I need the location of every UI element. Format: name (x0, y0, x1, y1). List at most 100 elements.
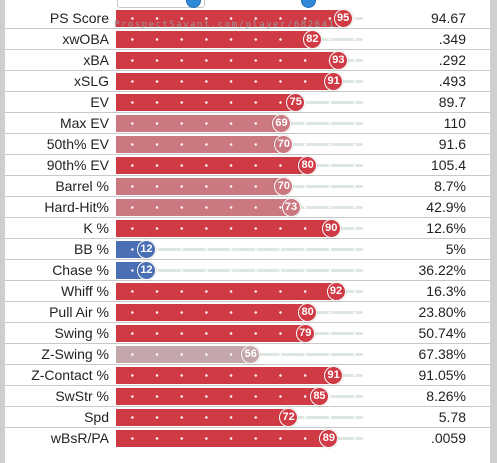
percentile-badge: 93 (328, 51, 348, 70)
bar-dots (116, 17, 344, 20)
bar-dots (116, 164, 308, 167)
metric-label: K % (83, 220, 109, 236)
percentile-track: 79 (116, 324, 363, 343)
percentile-badge: 12 (136, 240, 156, 259)
percentile-track: 69 (116, 114, 363, 133)
percentile-bar (116, 52, 339, 69)
metric-label: Chase % (52, 262, 109, 278)
bar-dots (116, 59, 339, 62)
metric-value: 42.9% (426, 199, 466, 215)
percentile-bar (116, 388, 320, 405)
metric-label: Z-Swing % (41, 346, 109, 362)
metric-label: BB % (73, 241, 109, 257)
right-scrollbar[interactable] (490, 0, 497, 463)
metric-value: 91.05% (418, 367, 466, 383)
metric-value: 91.6 (438, 136, 466, 152)
metric-row: Whiff % 92 16.3% (5, 281, 490, 302)
metric-label: 50th% EV (46, 136, 109, 152)
metric-value: 36.22% (418, 262, 466, 278)
percentile-track: 80 (116, 156, 363, 175)
metric-row: SwStr % 85 8.26% (5, 386, 490, 407)
track-dots (116, 269, 363, 272)
percentile-badge: 70 (274, 135, 294, 154)
percentile-badge: 72 (279, 408, 299, 427)
percentile-track: 70 (116, 177, 363, 196)
percentile-badge: 69 (272, 114, 292, 133)
bar-dots (116, 395, 320, 398)
percentile-track: 12 (116, 261, 363, 280)
percentile-track: 70 (116, 135, 363, 154)
track-dots (116, 248, 363, 251)
metric-label: xwOBA (62, 31, 109, 47)
percentile-badge: 85 (309, 387, 329, 406)
metric-row: xwOBA 82 .349 (5, 29, 490, 50)
percentile-bar (116, 31, 313, 48)
bar-dots (116, 122, 282, 125)
bar-dots (116, 80, 334, 83)
percentile-bar (116, 304, 308, 321)
percentile-bar (116, 115, 282, 132)
metric-label: xBA (83, 52, 109, 68)
metric-row: Swing % 79 50.74% (5, 323, 490, 344)
percentile-bar (116, 94, 296, 111)
metric-label: wBsR/PA (50, 430, 109, 446)
percentile-bar (116, 346, 251, 363)
percentile-badge: 56 (241, 345, 261, 364)
metric-value: 5.78 (438, 409, 466, 425)
metric-label: xSLG (73, 73, 109, 89)
metric-value: 8.7% (434, 178, 466, 194)
percentile-bar (116, 73, 334, 90)
metric-row: PS Score 95 94.67 (5, 8, 490, 29)
percentile-badge: 91 (324, 72, 344, 91)
percentile-bar (116, 157, 308, 174)
metric-label: Swing % (54, 325, 109, 341)
bar-dots (116, 437, 329, 440)
bar-dots (116, 227, 332, 230)
metric-value: 50.74% (418, 325, 466, 341)
bar-dots (116, 269, 147, 272)
percentile-bar (116, 409, 289, 426)
metric-row: xSLG 91 .493 (5, 71, 490, 92)
percentile-track: 90 (116, 219, 363, 238)
metric-row: K % 90 12.6% (5, 218, 490, 239)
bar-dots (116, 143, 284, 146)
percentile-track: 82 (116, 30, 363, 49)
metric-value: .292 (438, 52, 466, 68)
percentile-track: 85 (116, 387, 363, 406)
bar-dots (116, 248, 147, 251)
percentile-badge: 89 (319, 429, 339, 448)
bar-dots (116, 38, 313, 41)
percentile-badge: 12 (136, 261, 156, 280)
percentile-badge: 80 (298, 303, 318, 322)
percentile-badge: 82 (302, 30, 322, 49)
metric-label: Max EV (59, 115, 109, 131)
percentile-track: 92 (116, 282, 363, 301)
percentile-badge: 90 (321, 219, 341, 238)
percentile-track: 72 (116, 408, 363, 427)
percentile-track: 93 (116, 51, 363, 70)
metric-value: 8.26% (426, 388, 466, 404)
metric-value: .493 (438, 73, 466, 89)
player-search-input[interactable] (117, 0, 205, 8)
percentile-badge: 70 (274, 177, 294, 196)
percentile-badge: 92 (326, 282, 346, 301)
metric-row: 90th% EV 80 105.4 (5, 155, 490, 176)
metric-row: wBsR/PA 89 .0059 (5, 428, 490, 449)
watermark: ProspectSavant.com/player/682641 (114, 20, 336, 30)
percentile-bar (116, 430, 329, 447)
toggle-circle-right[interactable] (301, 0, 316, 8)
percentile-track: 91 (116, 366, 363, 385)
bar-dots (116, 311, 308, 314)
metric-value: 110 (443, 115, 466, 131)
metric-value: 105.4 (430, 157, 466, 173)
metric-label: PS Score (49, 10, 109, 26)
percentile-bar (116, 10, 344, 27)
bar-dots (116, 332, 306, 335)
left-border (0, 0, 5, 463)
bar-dots (116, 206, 291, 209)
metric-value: 94.67 (430, 10, 466, 26)
metric-row: xBA 93 .292 (5, 50, 490, 71)
metric-row: Pull Air % 80 23.80% (5, 302, 490, 323)
metric-label: Spd (84, 409, 109, 425)
metric-row: Spd 72 5.78 (5, 407, 490, 428)
